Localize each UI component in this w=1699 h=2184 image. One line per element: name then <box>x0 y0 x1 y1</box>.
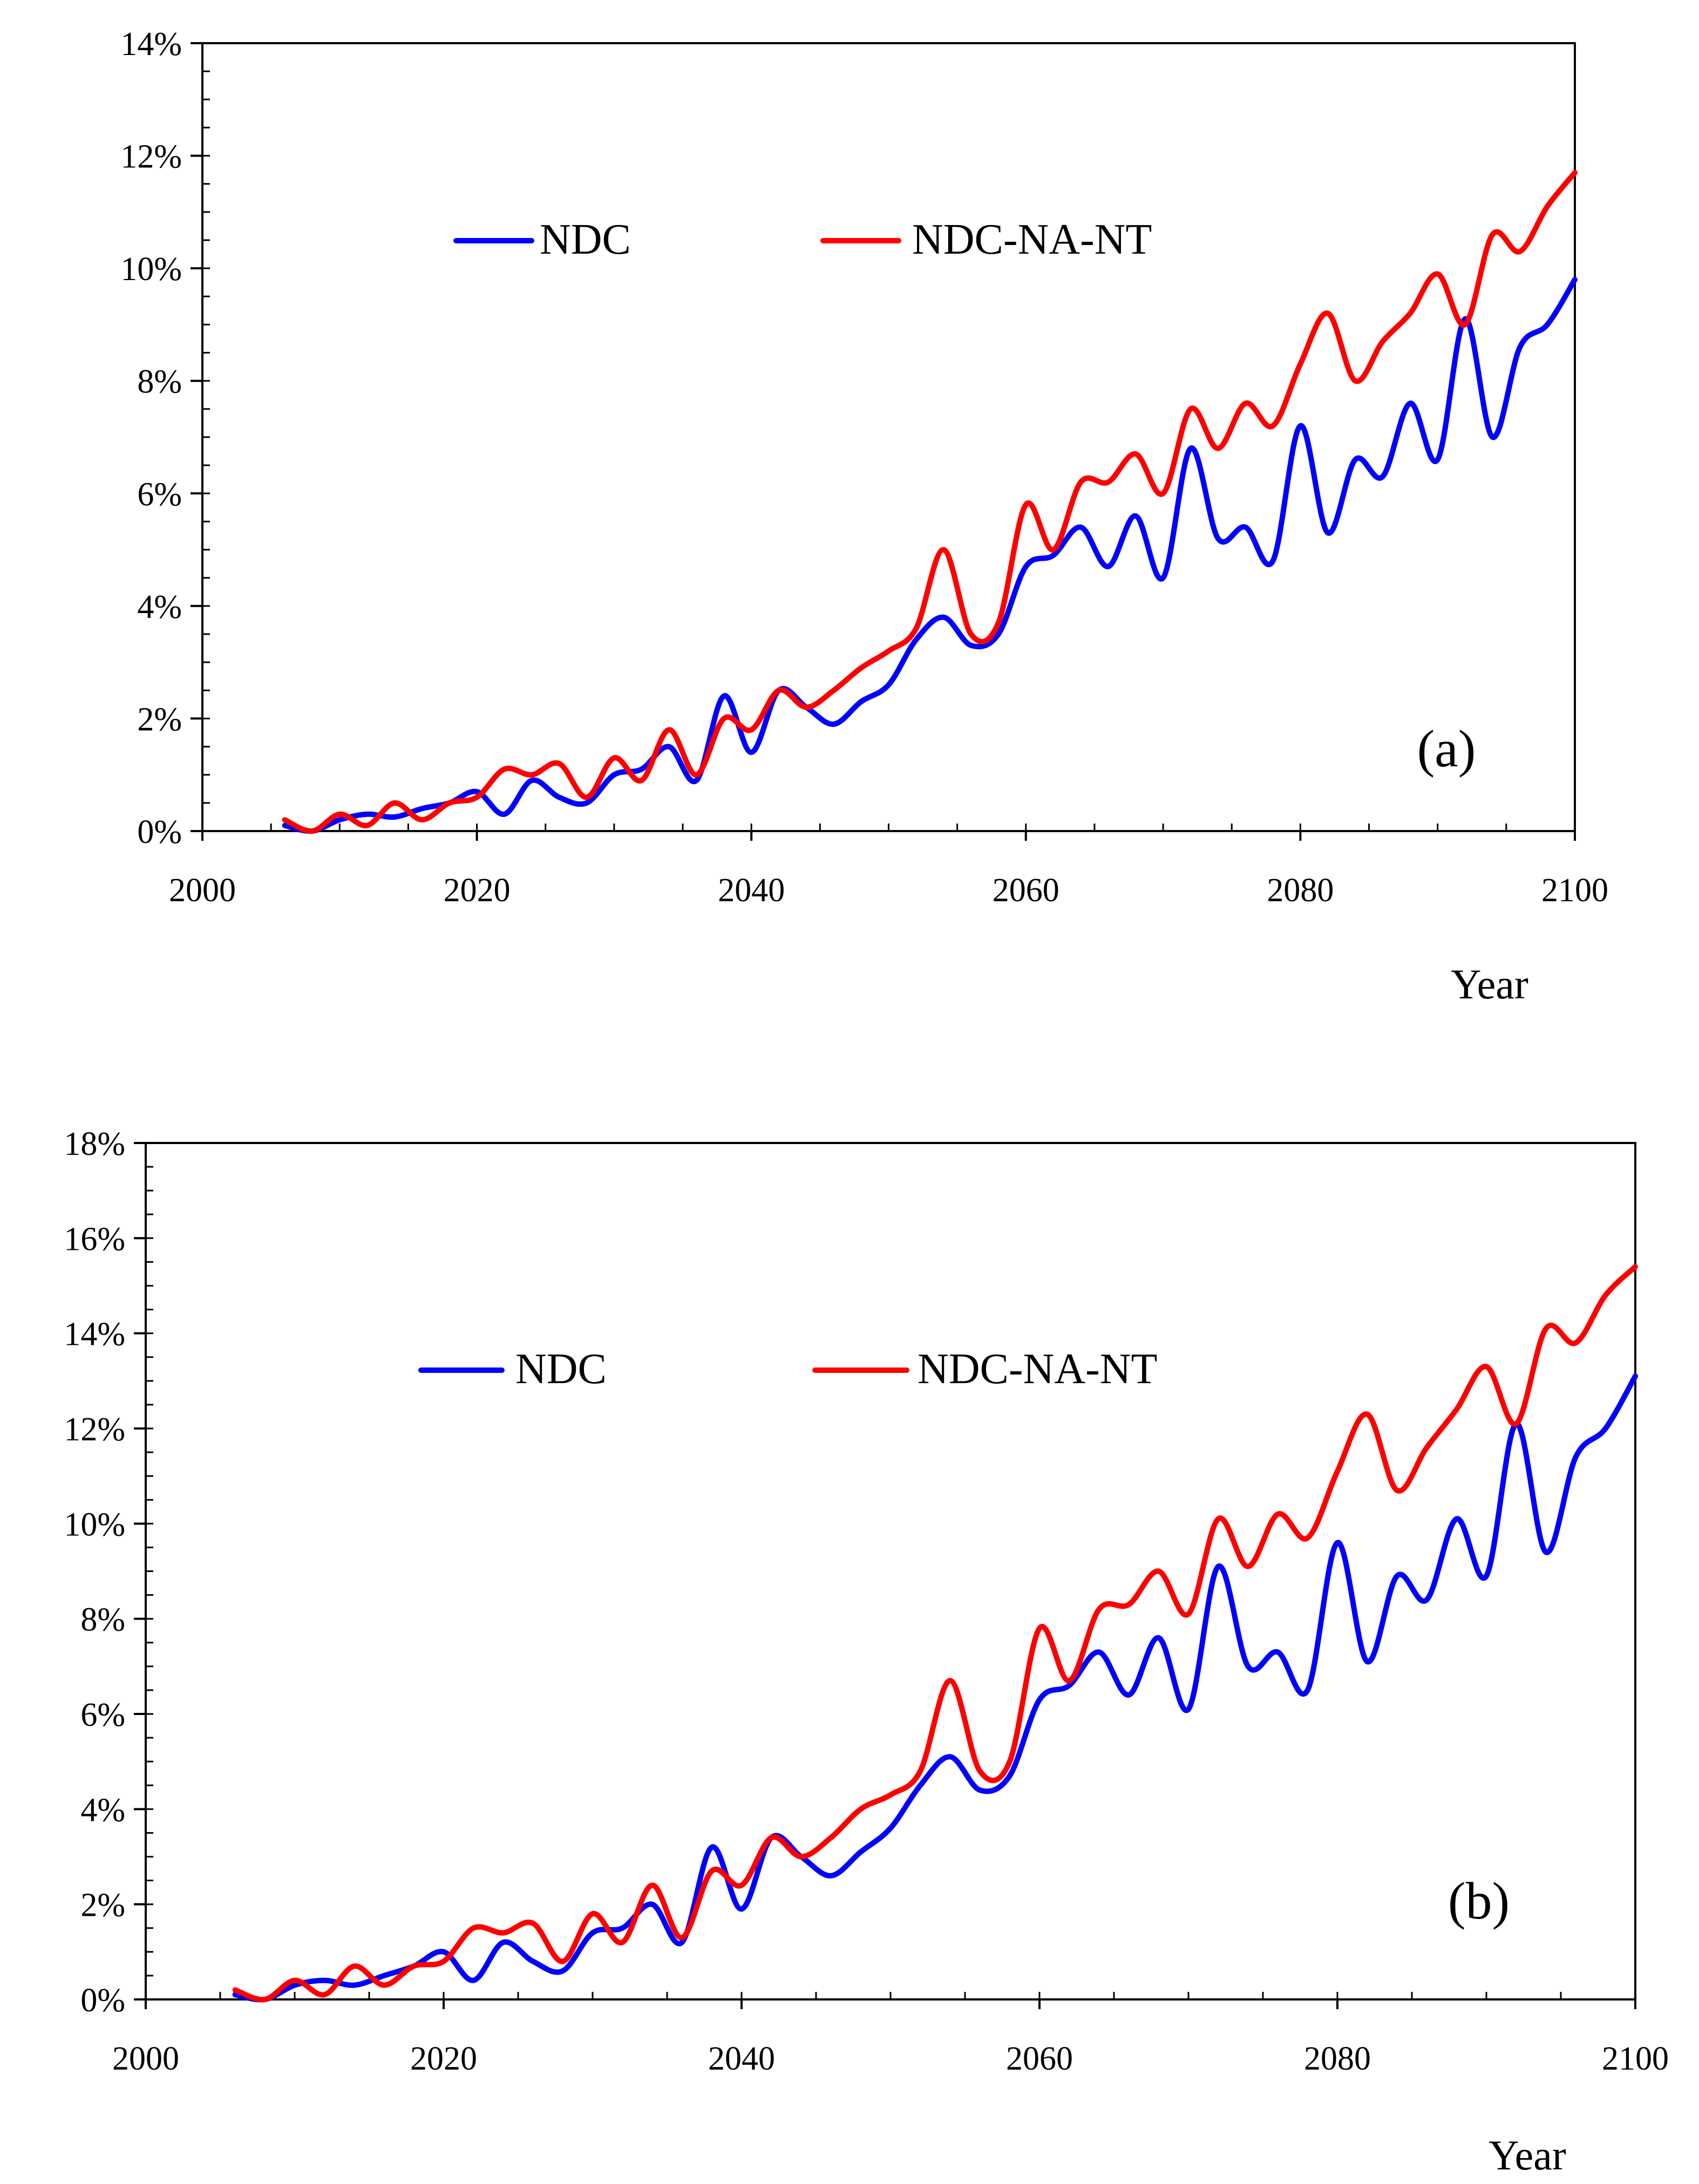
x-axis-title: Year <box>1451 961 1528 1008</box>
x-axis-title: Year <box>1489 2132 1566 2179</box>
y-tick-label: 16% <box>64 1221 125 1257</box>
y-tick-label: 14% <box>64 1316 125 1353</box>
y-tick-label: 2% <box>80 1887 125 1924</box>
y-tick-label: 14% <box>120 26 182 63</box>
y-tick-label: 18% <box>64 1126 125 1162</box>
y-tick-label: 6% <box>80 1697 125 1733</box>
plot-area-frame <box>201 42 1576 832</box>
x-tick-label: 2000 <box>112 2040 179 2077</box>
x-tick-label: 2060 <box>993 872 1059 909</box>
y-tick-label: 10% <box>64 1506 125 1543</box>
x-tick-label: 2000 <box>169 872 236 909</box>
y-tick-label: 8% <box>80 1602 125 1638</box>
x-tick-label: 2060 <box>1006 2040 1073 2077</box>
x-tick-label: 2020 <box>410 2040 477 2077</box>
y-tick-label: 8% <box>137 364 182 400</box>
series-line-ndc <box>232 1373 1638 2003</box>
y-tick-label: 6% <box>137 476 182 513</box>
y-tick-label: 0% <box>80 1982 125 2019</box>
series-line-ndc-na-nt <box>282 169 1578 834</box>
panel-label: (b) <box>1448 1872 1510 1930</box>
x-tick-label: 2020 <box>444 872 511 909</box>
panel-label: (a) <box>1417 720 1476 778</box>
y-tick-label: 12% <box>64 1411 125 1448</box>
x-tick-label: 2100 <box>1602 2040 1669 2077</box>
chart-panel-b: 0% 2% 4% 6% 8% 10% 12% 14% 16% 18% 2000 2020 2040 206… <box>64 1126 1669 2179</box>
y-tick-label: 12% <box>120 139 182 175</box>
x-tick-label: 2040 <box>718 872 785 909</box>
y-tick-label: 4% <box>137 589 182 625</box>
y-tick-label: 4% <box>80 1792 125 1828</box>
legend-label-ndc: NDC <box>540 216 631 263</box>
legend-label-ndc-na-nt: NDC-NA-NT <box>918 1345 1157 1393</box>
y-tick-label: 2% <box>137 701 182 738</box>
plot-area-frame <box>145 1142 1636 2001</box>
x-tick-label: 2040 <box>708 2040 775 2077</box>
legend-label-ndc: NDC <box>515 1345 607 1393</box>
chart-panel-a: 0% 2% 4% 6% 8% 10% 12% 14% 2000 2020 2040 2060 2080 2… <box>120 26 1608 1008</box>
y-tick-label: 0% <box>137 814 182 851</box>
legend-label-ndc-na-nt: NDC-NA-NT <box>912 216 1152 263</box>
y-tick-label: 10% <box>120 251 182 288</box>
series-line-ndc <box>282 277 1578 834</box>
series-line-ndc-na-nt <box>232 1264 1638 2003</box>
x-tick-label: 2080 <box>1267 872 1334 909</box>
x-tick-label: 2100 <box>1541 872 1608 909</box>
x-tick-label: 2080 <box>1304 2040 1371 2077</box>
